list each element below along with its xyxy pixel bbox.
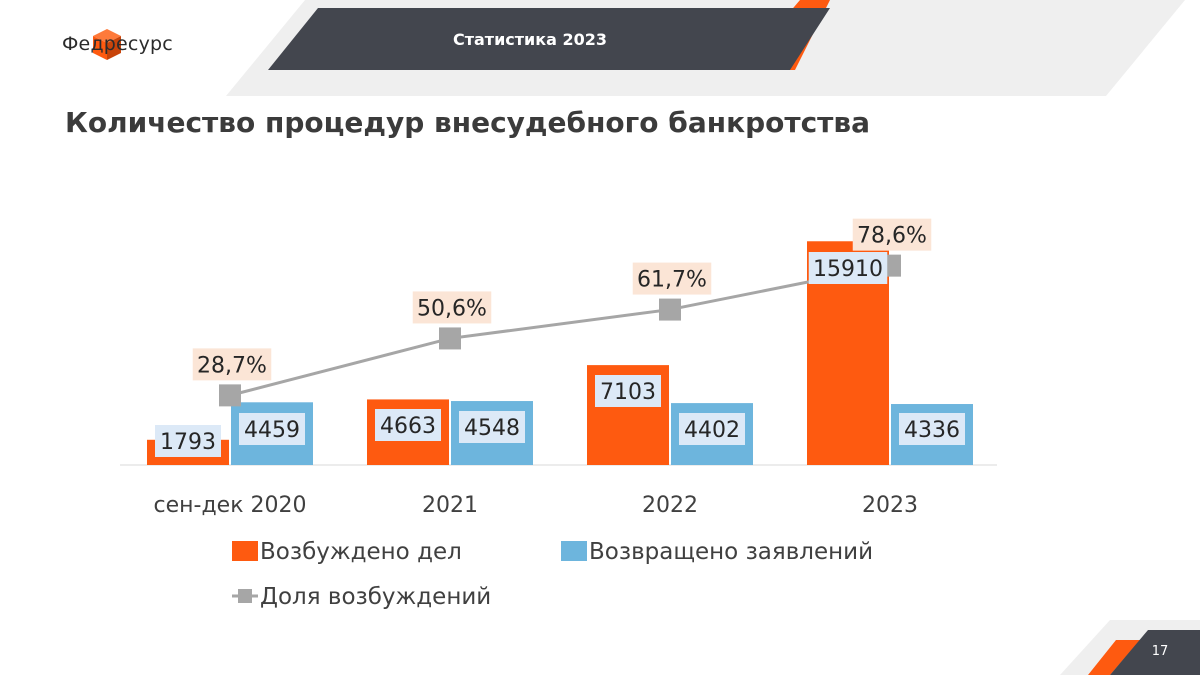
label-dolya-1-bg: [412, 291, 492, 324]
page-number: 17: [1151, 644, 1169, 659]
x-tick-1: 2021: [422, 493, 478, 518]
header-title: Статистика 2023: [452, 30, 608, 49]
line-dolya-vozbuzhdeniy: [229, 264, 891, 397]
label-vozvrashcheno-2-bg: [679, 413, 745, 445]
label-dolya-3-bg: [852, 218, 932, 251]
label-vozvrashcheno-1-bg: [459, 411, 525, 443]
label-dolya-2: 61,7%: [637, 268, 707, 293]
label-vozbuzhdeno-1: 4663: [380, 414, 436, 439]
label-vozbuzhdeno-2-bg: [595, 375, 661, 407]
legend-swatch-vozbuzhdeno: [232, 541, 258, 561]
label-dolya-3: 78,6%: [857, 224, 927, 249]
page-title: Количество процедур внесудебного банкрот…: [65, 106, 871, 139]
label-vozbuzhdeno-1-bg: [375, 409, 441, 441]
x-tick-2: 2022: [642, 493, 698, 518]
label-dolya-1: 50,6%: [417, 296, 487, 321]
label-vozvrashcheno-0-bg: [239, 413, 305, 445]
label-vozvrashcheno-1: 4548: [464, 416, 520, 441]
label-vozvrashcheno-3-bg: [899, 413, 965, 445]
label-vozbuzhdeno-2: 7103: [600, 380, 656, 405]
legend-label-dolya: Доля возбуждений: [260, 584, 491, 610]
legend-marker-dolya: [238, 589, 252, 603]
marker-dolya-1: [439, 327, 461, 350]
label-dolya-0: 28,7%: [197, 353, 267, 378]
label-vozbuzhdeno-3-bg: [808, 252, 888, 284]
label-vozbuzhdeno-0-bg: [155, 425, 221, 457]
legend-label-vozbuzhdeno: Возбуждено дел: [260, 539, 462, 565]
legend-label-vozvrashcheno: Возвращено заявлений: [589, 539, 873, 565]
label-vozbuzhdeno-3: 15910: [813, 257, 883, 282]
header-band: [226, 0, 1185, 96]
label-vozvrashcheno-0: 4459: [244, 418, 300, 443]
x-tick-0: сен-дек 2020: [154, 493, 307, 518]
label-dolya-2-bg: [632, 262, 712, 295]
x-tick-3: 2023: [862, 493, 918, 518]
marker-dolya-0: [219, 384, 241, 407]
label-vozvrashcheno-2: 4402: [684, 418, 740, 443]
legend-swatch-vozvrashcheno: [561, 541, 587, 561]
label-dolya-0-bg: [192, 348, 272, 381]
marker-dolya-2: [659, 298, 681, 321]
label-vozbuzhdeno-0: 1793: [160, 430, 216, 455]
label-vozvrashcheno-3: 4336: [904, 418, 960, 443]
fedresurs-logo: [93, 29, 121, 60]
brand-name: Федресурс: [62, 33, 173, 55]
